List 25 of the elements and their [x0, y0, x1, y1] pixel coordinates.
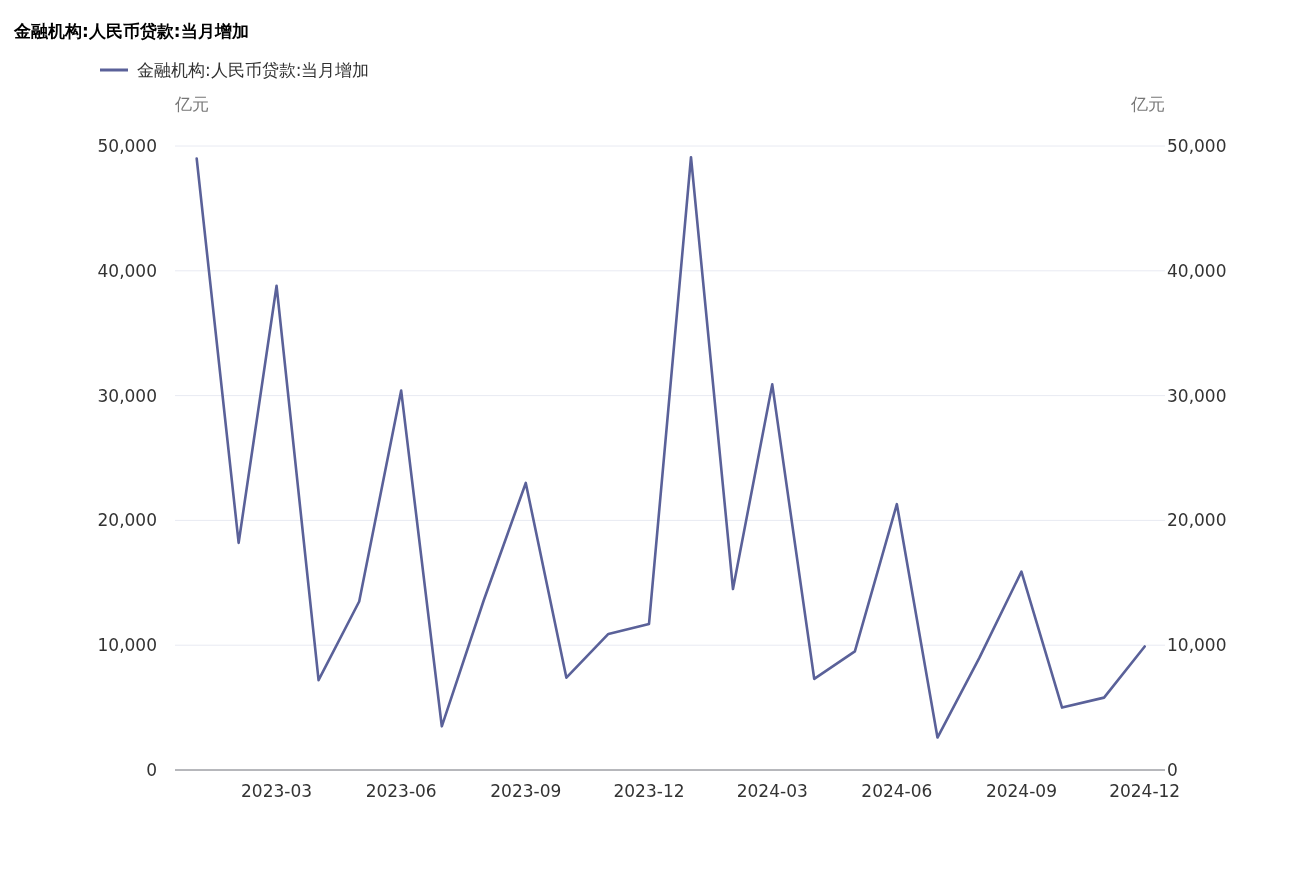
y2-axis-title: 亿元 [1130, 94, 1165, 114]
y-axis-title: 亿元 [174, 94, 209, 114]
y2-tick-label: 10,000 [1167, 635, 1227, 656]
x-tick-label: 2024-09 [985, 781, 1057, 801]
x-tick-label: 2024-12 [1109, 781, 1181, 801]
x-tick-label: 2024-03 [736, 781, 808, 801]
y-tick-label: 50,000 [97, 136, 157, 156]
x-tick-label: 2023-12 [613, 781, 685, 801]
y-tick-label: 20,000 [97, 510, 157, 531]
y2-tick-label: 0 [1167, 760, 1178, 780]
y-tick-label: 10,000 [97, 635, 157, 656]
chart-title: 金融机构:人民币贷款:当月增加 [13, 21, 249, 41]
x-tick-label: 2023-03 [241, 781, 313, 801]
y-tick-label: 0 [146, 760, 157, 780]
line-series [195, 155, 1146, 739]
y-tick-label: 30,000 [97, 385, 157, 406]
y2-tick-label: 20,000 [1167, 510, 1227, 531]
x-tick-label: 2023-06 [365, 781, 437, 801]
y-tick-label: 40,000 [97, 260, 157, 281]
x-tick-label: 2023-09 [490, 781, 562, 801]
x-tick-label: 2024-06 [861, 781, 933, 801]
y2-tick-label: 50,000 [1167, 136, 1227, 156]
y2-tick-label: 30,000 [1167, 385, 1227, 406]
y2-tick-label: 40,000 [1167, 260, 1227, 281]
legend-label: 金融机构:人民币贷款:当月增加 [137, 60, 370, 80]
